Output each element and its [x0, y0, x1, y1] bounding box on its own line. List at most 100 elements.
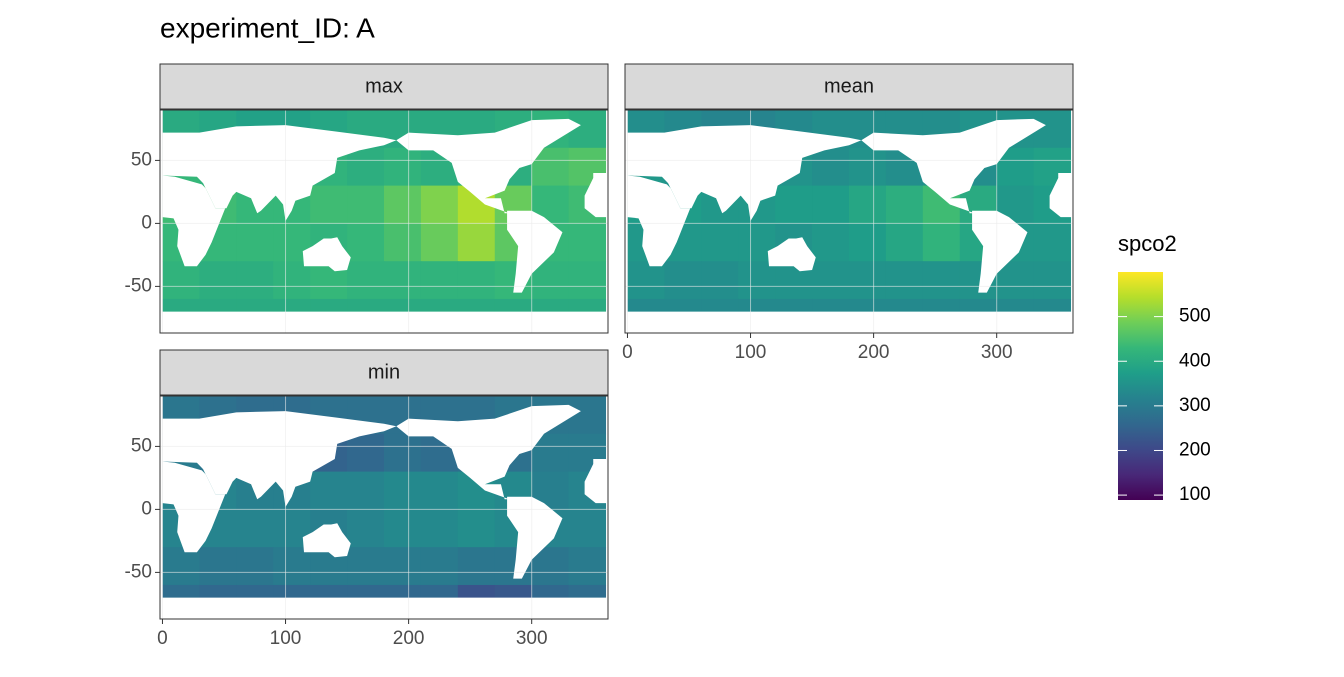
- land: [396, 404, 581, 500]
- y-tick-label: -50: [125, 561, 152, 582]
- cell: [162, 261, 200, 300]
- cell: [236, 547, 274, 586]
- land: [625, 311, 1073, 333]
- cell: [347, 547, 385, 586]
- land: [162, 411, 397, 507]
- cell: [273, 547, 311, 586]
- cell: [347, 185, 385, 224]
- cell: [885, 223, 924, 262]
- cell: [420, 261, 459, 300]
- cell: [849, 147, 887, 187]
- panel: [160, 396, 608, 619]
- cell: [457, 261, 496, 300]
- cell: [568, 547, 607, 586]
- land: [584, 458, 608, 504]
- legend-title: spco2: [1118, 231, 1177, 256]
- y-tick-label: -50: [125, 275, 152, 296]
- x-tick-label: 200: [393, 628, 425, 649]
- cell: [775, 185, 813, 224]
- cell: [568, 509, 607, 548]
- land: [396, 118, 581, 214]
- land: [767, 237, 816, 272]
- cell: [310, 185, 348, 224]
- y-tick-label: 0: [141, 498, 152, 519]
- land: [162, 175, 226, 267]
- panel-border: [624, 109, 1074, 334]
- x-tick-label: 0: [622, 342, 633, 363]
- land: [627, 125, 862, 221]
- cell: [384, 147, 422, 187]
- cell: [420, 185, 459, 224]
- cell: [420, 509, 459, 548]
- strip-label: mean: [824, 75, 874, 97]
- cell: [236, 261, 274, 300]
- cell: [701, 223, 739, 262]
- land: [584, 172, 608, 218]
- cell: [1033, 110, 1072, 149]
- cell: [347, 433, 385, 473]
- x-tick-label: 200: [858, 342, 890, 363]
- x-tick-label: 0: [157, 628, 168, 649]
- x-tick-label: 100: [270, 628, 302, 649]
- cell: [347, 223, 385, 262]
- cell: [885, 261, 924, 300]
- cell: [922, 223, 961, 262]
- cell: [236, 223, 274, 262]
- panel-border: [159, 109, 609, 334]
- cell: [384, 223, 422, 262]
- land: [507, 210, 563, 293]
- cell: [812, 261, 850, 300]
- cell: [457, 223, 496, 262]
- cell: [812, 147, 850, 187]
- cell: [1033, 223, 1072, 262]
- strip-label: min: [368, 361, 400, 383]
- cell: [420, 547, 459, 586]
- x-tick-label: 100: [735, 342, 767, 363]
- cell: [568, 396, 607, 435]
- cell: [885, 185, 924, 224]
- colorbar-label: 500: [1179, 306, 1211, 327]
- cell: [849, 261, 887, 300]
- cell: [568, 110, 607, 149]
- cell: [384, 471, 422, 510]
- cell: [273, 261, 311, 300]
- colorbar-label: 400: [1179, 350, 1211, 371]
- colorbar: [1118, 272, 1163, 500]
- cell: [849, 223, 887, 262]
- cell: [384, 547, 422, 586]
- cell: [347, 147, 385, 187]
- cell: [568, 223, 607, 262]
- cell: [457, 509, 496, 548]
- land: [507, 496, 563, 579]
- land: [302, 523, 351, 558]
- land: [160, 311, 608, 333]
- y-tick-label: 50: [131, 149, 152, 170]
- strip: [624, 63, 1074, 110]
- land: [627, 175, 691, 267]
- cell: [922, 261, 961, 300]
- cell: [347, 471, 385, 510]
- panel: [160, 110, 608, 333]
- cell: [812, 185, 850, 224]
- strip: [159, 349, 609, 396]
- y-tick-label: 50: [131, 435, 152, 456]
- land: [160, 597, 608, 619]
- cell: [162, 547, 200, 586]
- land: [162, 461, 226, 553]
- colorbar-label: 300: [1179, 395, 1211, 416]
- cell: [384, 261, 422, 300]
- cell: [664, 261, 702, 300]
- land: [1049, 172, 1073, 218]
- cell: [236, 509, 274, 548]
- strip-label: max: [365, 75, 403, 97]
- cell: [457, 547, 496, 586]
- panel: [625, 110, 1073, 333]
- cell: [310, 471, 348, 510]
- x-tick-label: 300: [981, 342, 1013, 363]
- strip: [159, 63, 609, 110]
- colorbar-label: 200: [1179, 439, 1211, 460]
- cell: [384, 509, 422, 548]
- cell: [738, 261, 776, 300]
- cell: [812, 223, 850, 262]
